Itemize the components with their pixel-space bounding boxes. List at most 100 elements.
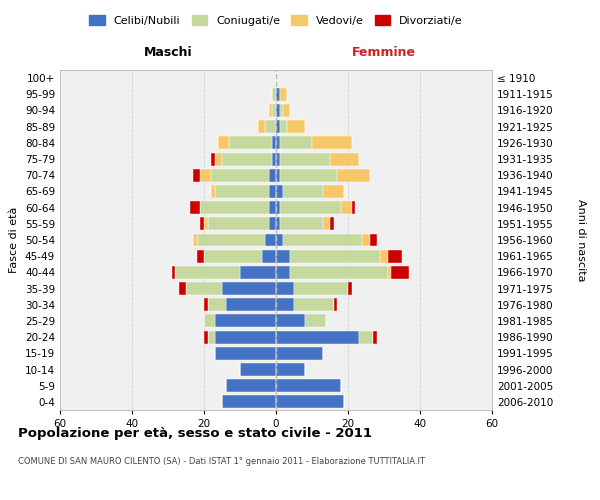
Bar xyxy=(276,250,290,262)
Bar xyxy=(222,282,276,295)
Bar xyxy=(222,152,272,166)
Bar xyxy=(352,201,355,214)
Bar xyxy=(348,282,352,295)
Text: Popolazione per età, sesso e stato civile - 2011: Popolazione per età, sesso e stato civil… xyxy=(18,428,372,440)
Bar xyxy=(280,169,337,181)
Bar xyxy=(370,234,377,246)
Bar xyxy=(226,379,276,392)
Bar xyxy=(388,250,402,262)
Bar xyxy=(218,136,229,149)
Bar xyxy=(240,363,276,376)
Bar xyxy=(272,152,276,166)
Bar xyxy=(276,136,280,149)
Bar xyxy=(337,169,370,181)
Bar xyxy=(276,169,280,181)
Bar xyxy=(362,234,370,246)
Bar xyxy=(276,218,280,230)
Bar xyxy=(283,234,362,246)
Bar xyxy=(305,314,326,328)
Bar xyxy=(208,298,226,311)
Bar xyxy=(272,88,276,101)
Bar xyxy=(276,104,280,117)
Bar xyxy=(200,218,204,230)
Bar xyxy=(388,266,391,279)
Bar xyxy=(265,234,276,246)
Bar xyxy=(280,152,330,166)
Bar xyxy=(190,201,200,214)
Bar xyxy=(179,282,186,295)
Bar xyxy=(204,330,208,344)
Legend: Celibi/Nubili, Coniugati/e, Vedovi/e, Divorziati/e: Celibi/Nubili, Coniugati/e, Vedovi/e, Di… xyxy=(85,10,467,30)
Bar xyxy=(290,250,380,262)
Bar xyxy=(280,88,287,101)
Bar xyxy=(280,136,312,149)
Text: Maschi: Maschi xyxy=(143,46,193,59)
Text: COMUNE DI SAN MAURO CILENTO (SA) - Dati ISTAT 1° gennaio 2011 - Elaborazione TUT: COMUNE DI SAN MAURO CILENTO (SA) - Dati … xyxy=(18,458,425,466)
Bar xyxy=(312,136,352,149)
Bar xyxy=(193,234,197,246)
Bar xyxy=(276,120,280,133)
Bar xyxy=(197,234,265,246)
Bar xyxy=(276,330,359,344)
Bar xyxy=(222,396,276,408)
Bar xyxy=(287,120,305,133)
Bar xyxy=(272,136,276,149)
Bar xyxy=(211,152,215,166)
Bar xyxy=(276,152,280,166)
Bar xyxy=(276,298,294,311)
Bar xyxy=(280,201,341,214)
Bar xyxy=(211,169,269,181)
Bar xyxy=(283,104,290,117)
Bar xyxy=(373,330,377,344)
Text: Femmine: Femmine xyxy=(352,46,416,59)
Bar xyxy=(280,218,323,230)
Bar xyxy=(283,185,323,198)
Bar xyxy=(276,88,280,101)
Bar xyxy=(215,185,269,198)
Bar xyxy=(208,330,215,344)
Y-axis label: Anni di nascita: Anni di nascita xyxy=(576,198,586,281)
Bar xyxy=(215,347,276,360)
Bar xyxy=(380,250,388,262)
Bar xyxy=(269,201,276,214)
Bar xyxy=(215,330,276,344)
Bar xyxy=(290,266,388,279)
Bar xyxy=(359,330,373,344)
Bar xyxy=(204,314,215,328)
Bar xyxy=(269,218,276,230)
Bar xyxy=(276,266,290,279)
Bar xyxy=(204,298,208,311)
Bar xyxy=(276,185,283,198)
Bar xyxy=(276,379,341,392)
Bar xyxy=(215,152,222,166)
Y-axis label: Fasce di età: Fasce di età xyxy=(10,207,19,273)
Bar xyxy=(172,266,175,279)
Bar xyxy=(341,201,352,214)
Bar xyxy=(276,201,280,214)
Bar xyxy=(323,218,330,230)
Bar xyxy=(240,266,276,279)
Bar xyxy=(193,169,200,181)
Bar xyxy=(276,314,305,328)
Bar xyxy=(276,363,305,376)
Bar xyxy=(330,152,359,166)
Bar xyxy=(330,218,334,230)
Bar xyxy=(200,201,269,214)
Bar xyxy=(276,234,283,246)
Bar xyxy=(197,250,204,262)
Bar xyxy=(229,136,272,149)
Bar xyxy=(276,347,323,360)
Bar xyxy=(200,169,211,181)
Bar xyxy=(323,185,344,198)
Bar xyxy=(215,314,276,328)
Bar xyxy=(175,266,240,279)
Bar xyxy=(294,282,348,295)
Bar xyxy=(391,266,409,279)
Bar xyxy=(334,298,337,311)
Bar xyxy=(226,298,276,311)
Bar xyxy=(280,104,283,117)
Bar xyxy=(276,282,294,295)
Bar xyxy=(280,120,287,133)
Bar xyxy=(204,218,208,230)
Bar xyxy=(294,298,334,311)
